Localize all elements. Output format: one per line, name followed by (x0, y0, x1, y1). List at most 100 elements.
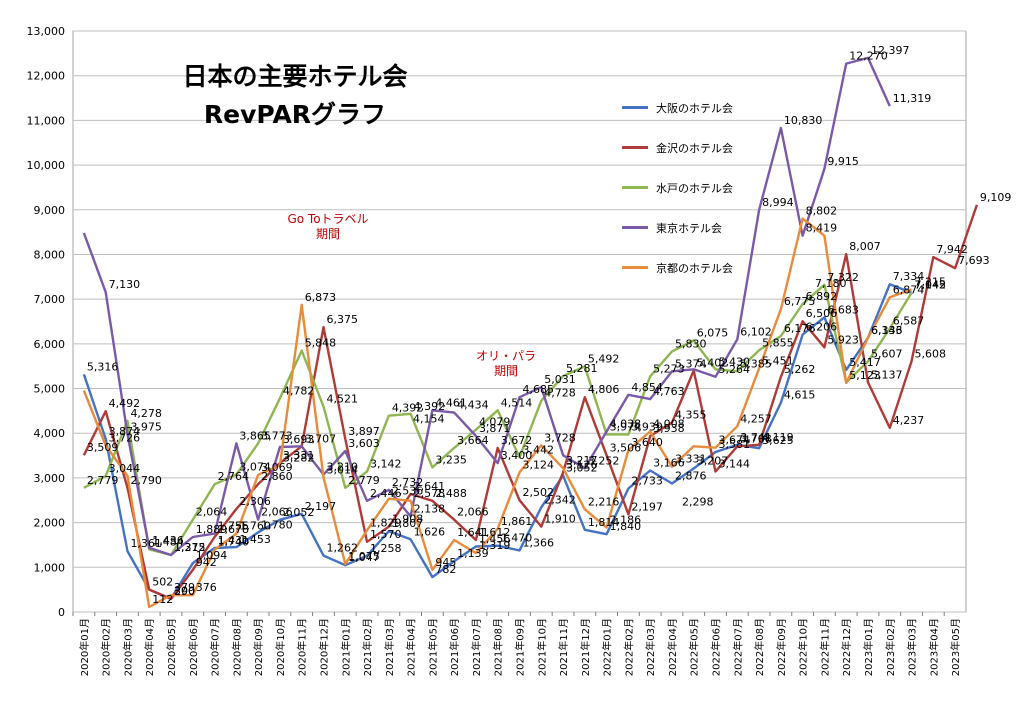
data-label: 3,282 (283, 451, 315, 464)
data-label: 1,275 (174, 541, 206, 554)
data-label: 7,334 (893, 270, 925, 283)
data-label: 1,258 (370, 542, 402, 555)
y-tick-label: 9,000 (34, 204, 66, 217)
data-label: 4,154 (413, 412, 445, 425)
data-label: 1,889 (196, 523, 228, 536)
data-label: 4,119 (762, 431, 794, 444)
series-layer (82, 56, 979, 609)
legend-label-osaka: 大阪のホテル会 (656, 102, 733, 115)
legend-label-kanazawa: 金沢のホテル会 (656, 142, 733, 155)
data-label: 7,942 (936, 243, 968, 256)
data-label: 7,145 (915, 279, 947, 292)
data-label: 6,892 (806, 290, 838, 303)
x-tick-label: 2021年10月 (535, 618, 548, 676)
data-label: 3,014 (326, 463, 358, 476)
y-tick-label: 0 (58, 606, 65, 619)
data-label: 5,264 (719, 363, 751, 376)
data-label: 4,392 (392, 402, 424, 415)
data-label: 4,257 (740, 412, 772, 425)
data-label: 7,130 (109, 278, 141, 291)
data-label: 7,322 (827, 271, 859, 284)
data-label: 3,442 (523, 443, 555, 456)
data-label: 6,587 (893, 315, 925, 328)
data-label: 4,434 (457, 399, 489, 412)
x-tick-label: 2021年04月 (405, 618, 418, 676)
x-tick-label: 2020年07月 (209, 618, 222, 676)
data-label: 7,693 (958, 254, 990, 267)
annotation-olympics-line1: オリ・パラ (475, 349, 536, 363)
annotation-olympics-line2: 期間 (493, 364, 518, 378)
data-label: 1,139 (457, 547, 489, 560)
x-tick-label: 2022年08月 (753, 618, 766, 676)
x-tick-label: 2022年02月 (622, 618, 635, 676)
x-tick-label: 2020年05月 (165, 618, 178, 676)
data-label: 1,570 (370, 528, 402, 541)
data-label: 2,197 (631, 500, 663, 513)
data-label: 1,780 (261, 518, 293, 531)
data-label: 2,733 (631, 474, 663, 487)
data-label: 3,252 (588, 454, 620, 467)
data-label: 6,775 (784, 295, 816, 308)
data-label: 5,451 (762, 354, 794, 367)
data-label: 2,578 (414, 487, 446, 500)
data-label: 3,625 (762, 434, 794, 447)
x-tick-label: 2020年01月 (78, 618, 91, 676)
chart-title-block: 日本の主要ホテル会 RevPARグラフ (150, 58, 440, 134)
data-label: 3,603 (348, 437, 380, 450)
data-label: 3,871 (479, 422, 511, 435)
data-label: 9,915 (827, 155, 859, 168)
data-label: 376 (196, 581, 217, 594)
x-tick-label: 2020年03月 (121, 618, 134, 676)
data-label: 1,840 (610, 520, 642, 533)
data-label: 8,007 (849, 240, 881, 253)
data-label: 2,860 (261, 470, 293, 483)
data-label: 1,755 (218, 520, 250, 533)
data-label: 2,066 (457, 506, 489, 519)
series-line-mito (83, 283, 913, 557)
grid-layer (72, 30, 967, 613)
data-label: 1,678 (218, 523, 250, 536)
data-label: 6,176 (784, 322, 816, 335)
data-label: 3,166 (653, 457, 685, 470)
data-label: 2,779 (87, 474, 119, 487)
x-tick-label: 2021年03月 (383, 618, 396, 676)
x-tick-label: 2021年11月 (557, 618, 570, 676)
data-label: 1,908 (392, 513, 424, 526)
data-label: 3,707 (305, 432, 337, 445)
data-label: 4,392 (414, 400, 446, 413)
data-label: 5,430 (719, 355, 751, 368)
data-label: 6,206 (806, 321, 838, 334)
data-label: 3,975 (130, 420, 162, 433)
data-label: 4,763 (653, 385, 685, 398)
legend-swatch-tokyo (622, 226, 648, 229)
data-label: 2,641 (414, 480, 446, 493)
data-label: 5,031 (544, 373, 576, 386)
data-label: 1,319 (479, 539, 511, 552)
data-label: 2,779 (348, 474, 380, 487)
data-label: 942 (196, 556, 217, 569)
x-tick-label: 2020年04月 (143, 618, 156, 676)
data-label: 3,235 (435, 453, 467, 466)
x-tick-label: 2020年09月 (252, 618, 265, 676)
x-tick-label: 2021年05月 (426, 618, 439, 676)
data-label: 4,854 (631, 381, 663, 394)
data-label: 945 (435, 556, 456, 569)
data-label: 300 (174, 585, 195, 598)
data-label: 1,470 (501, 532, 532, 545)
data-label: 9,109 (980, 191, 1012, 204)
x-tick-label: 2022年04月 (666, 618, 679, 676)
legend-item-osaka: 大阪のホテル会 (622, 100, 733, 140)
data-label: 2,488 (435, 487, 467, 500)
data-label: 782 (435, 563, 456, 576)
x-tick-label: 2023年03月 (906, 618, 919, 676)
data-label: 1,366 (523, 536, 555, 549)
data-label: 4,685 (523, 383, 555, 396)
data-label: 5,608 (915, 347, 947, 360)
data-label: 7,042 (915, 279, 947, 292)
data-label: 3,331 (675, 453, 707, 466)
data-label: 5,830 (675, 337, 707, 350)
data-label: 6,375 (326, 313, 358, 326)
x-tick-label: 2023年02月 (884, 618, 897, 676)
data-label: 12,397 (871, 44, 910, 57)
